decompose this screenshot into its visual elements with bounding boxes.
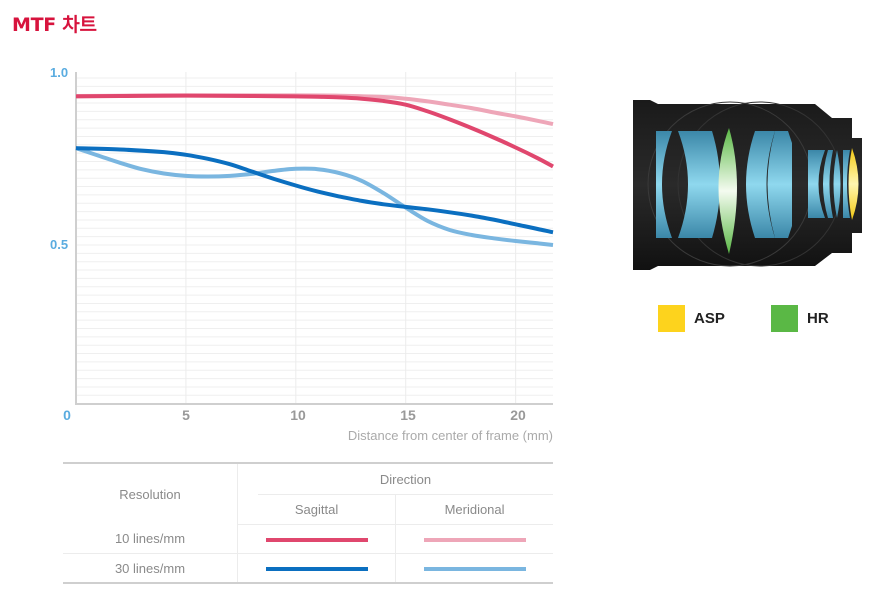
line-swatch-10-meridional <box>423 538 526 543</box>
sagittal-header: Sagittal <box>237 495 397 525</box>
series-line-10-lines-mm-sagittal <box>75 93 554 169</box>
x-tick-label: 10 <box>290 407 306 423</box>
series-line-30-lines-mm-meridional <box>75 146 554 247</box>
hr-swatch <box>771 305 798 332</box>
meridional-swatch-cell <box>396 554 553 584</box>
lens-element-4 <box>746 131 775 238</box>
row-label: 10 lines/mm <box>63 524 238 554</box>
line-swatch-10-sagittal <box>265 538 368 543</box>
meridional-header: Meridional <box>395 495 553 525</box>
lens-element-9 <box>843 150 850 218</box>
x-tick-label: 20 <box>510 407 526 423</box>
line-swatch-30-meridional <box>423 567 526 572</box>
legend-row: 30 lines/mm <box>63 553 553 584</box>
x-axis-label: Distance from center of frame (mm) <box>348 428 553 443</box>
chart-grid <box>76 72 553 403</box>
y-tick-label: 0.5 <box>50 237 68 252</box>
x-tick-label: 0 <box>63 407 71 423</box>
lens-legend-item: ASP <box>658 305 725 332</box>
legend-table: Resolution Direction Sagittal Meridional… <box>63 462 553 584</box>
hr-label: HR <box>807 310 829 327</box>
lens-element-2 <box>678 131 702 238</box>
resolution-header: Resolution <box>63 463 238 525</box>
lens-element-asp <box>848 148 859 220</box>
x-tick-label: 15 <box>400 407 416 423</box>
chart-axes <box>75 72 553 405</box>
lens-element-hr <box>718 128 737 254</box>
x-tick-label: 5 <box>182 407 190 423</box>
asp-label: ASP <box>694 310 725 327</box>
line-swatch-30-sagittal <box>265 567 368 572</box>
direction-header-cell: Direction <box>238 463 553 495</box>
legend-row: 10 lines/mm <box>63 524 553 554</box>
lens-legend-item: HR <box>771 305 829 332</box>
asp-swatch <box>658 305 685 332</box>
direction-header: Direction <box>258 464 553 495</box>
page-title: MTF 차트 <box>12 14 97 36</box>
sagittal-swatch-cell <box>237 553 397 583</box>
lens-element-8 <box>833 150 841 218</box>
lens-element-6 <box>808 150 825 218</box>
lens-diagram <box>633 100 862 270</box>
lens-element-5 <box>767 131 792 238</box>
sagittal-swatch-cell <box>237 524 397 554</box>
y-tick-label: 1.0 <box>50 65 68 80</box>
row-label: 30 lines/mm <box>63 553 238 583</box>
lens-element-1 <box>656 131 672 238</box>
lens-element-3 <box>702 131 720 238</box>
lens-element-7 <box>823 150 833 218</box>
meridional-swatch-cell <box>395 524 553 554</box>
series-line-30-lines-mm-sagittal <box>75 146 554 235</box>
